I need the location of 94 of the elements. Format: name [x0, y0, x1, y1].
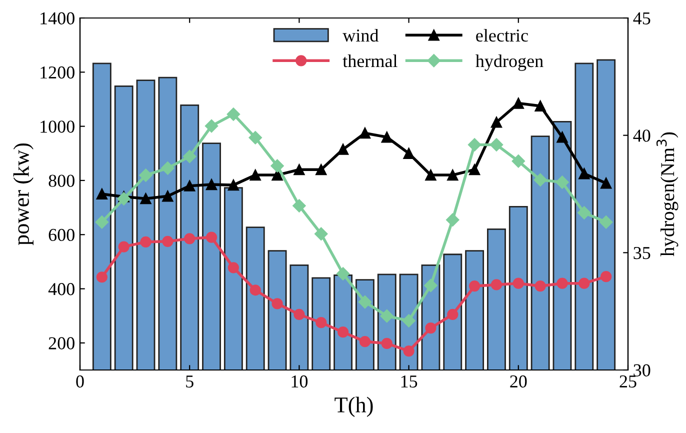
y-tick-label: 200	[48, 337, 74, 350]
y2-tick-label: 45	[633, 12, 650, 24]
point	[425, 169, 436, 181]
point	[184, 180, 196, 192]
point	[599, 216, 613, 229]
point	[183, 150, 196, 164]
point	[139, 168, 152, 182]
point	[250, 169, 261, 181]
point	[228, 180, 239, 191]
point	[226, 108, 240, 121]
point	[490, 279, 502, 290]
point	[206, 178, 218, 190]
x-tick-label: 20	[510, 375, 527, 388]
point	[534, 100, 546, 112]
y2-tick-label: 40	[633, 130, 650, 142]
point	[140, 193, 152, 204]
point	[578, 168, 590, 180]
point	[294, 164, 305, 176]
x-tick-label: 15	[401, 375, 418, 388]
point	[204, 119, 218, 133]
point	[380, 309, 394, 323]
x-axis-title: T(h)	[334, 396, 373, 417]
y-tick-label: 1400	[40, 12, 74, 24]
point	[512, 154, 525, 168]
point	[556, 176, 569, 189]
point	[578, 278, 590, 289]
point	[556, 278, 568, 289]
legend-label: hydrogen	[476, 54, 544, 71]
point	[206, 232, 218, 243]
point	[512, 98, 524, 109]
legend-label: thermal	[342, 54, 398, 68]
point	[447, 169, 458, 181]
point	[468, 138, 482, 152]
point	[600, 271, 612, 282]
point	[469, 164, 480, 176]
point	[161, 162, 174, 175]
point	[270, 159, 284, 172]
point	[534, 280, 546, 292]
point	[316, 317, 327, 328]
x-tick-label: 0	[76, 375, 84, 388]
point	[381, 132, 392, 143]
legend-label: wind	[342, 28, 379, 42]
point	[578, 206, 591, 220]
point	[600, 178, 612, 189]
point	[272, 298, 283, 310]
point	[490, 116, 502, 128]
y-tick-label: 600	[48, 228, 74, 242]
x-tick-label: 5	[186, 376, 194, 388]
y-tick-label: 400	[48, 283, 74, 296]
point	[446, 213, 460, 226]
point	[425, 322, 436, 334]
point	[447, 308, 458, 320]
point	[556, 132, 568, 143]
point	[118, 241, 130, 252]
point	[402, 314, 416, 328]
point	[512, 278, 524, 289]
point	[250, 284, 261, 296]
point	[359, 336, 371, 348]
y2-tick-label: 35	[634, 246, 650, 260]
point	[140, 236, 152, 248]
point	[358, 295, 372, 309]
point	[162, 236, 174, 247]
point	[292, 199, 306, 212]
point	[316, 164, 327, 176]
point	[294, 308, 305, 320]
point	[117, 192, 130, 206]
point	[95, 216, 109, 229]
x-tick-label: 10	[292, 375, 308, 388]
legend-label: electric	[476, 28, 528, 42]
point	[337, 144, 349, 155]
y-axis-title: power (kw)	[13, 143, 34, 246]
y-tick-label: 1000	[40, 120, 74, 133]
point	[359, 128, 371, 139]
point	[248, 131, 262, 144]
point	[337, 326, 349, 338]
point	[490, 138, 504, 152]
y-tick-label: 1200	[40, 66, 74, 79]
point	[96, 272, 108, 283]
x-tick-label: 25	[620, 375, 636, 388]
point	[314, 227, 328, 240]
point	[162, 190, 174, 202]
y2-axis-title: hydrogen(Nm$^{3}$)	[656, 132, 678, 256]
point	[228, 262, 239, 274]
point	[534, 173, 547, 187]
y-tick-label: 800	[48, 174, 74, 187]
point	[469, 280, 480, 292]
y2-tick-label: 30	[634, 364, 650, 376]
point	[403, 345, 414, 357]
point	[424, 278, 438, 292]
point	[403, 148, 414, 159]
point	[381, 338, 392, 350]
point	[336, 267, 350, 280]
point	[96, 188, 108, 200]
point	[184, 233, 196, 244]
